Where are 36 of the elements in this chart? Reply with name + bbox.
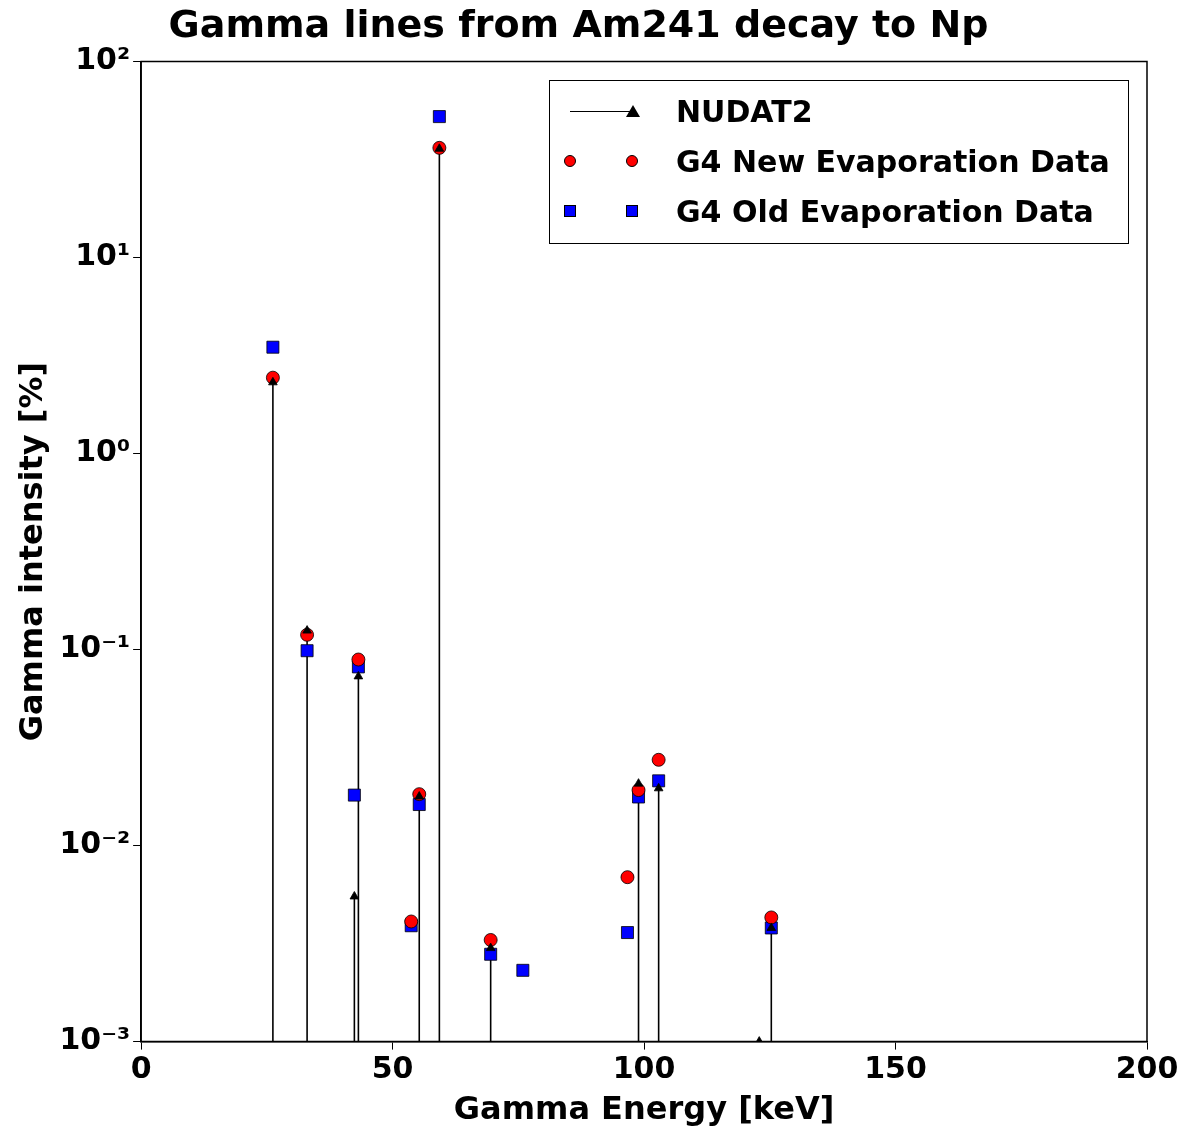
y-tick-label: 10¹ — [75, 237, 131, 273]
y-tick-label: 10⁻² — [59, 825, 131, 861]
x-tick-label: 0 — [130, 1050, 152, 1086]
point — [404, 914, 419, 929]
point — [653, 782, 664, 792]
legend-label: G4 Old Evaporation Data — [676, 194, 1094, 230]
y-tick-label: 10² — [75, 41, 131, 77]
point — [766, 922, 777, 931]
point — [432, 110, 446, 124]
point — [300, 644, 314, 658]
point — [651, 752, 666, 767]
point — [620, 870, 635, 885]
point — [483, 933, 498, 947]
point — [633, 778, 644, 787]
point — [652, 774, 666, 788]
point — [266, 340, 280, 354]
x-axis-title: Gamma Energy [keV] — [453, 1089, 835, 1128]
chart-title: Gamma lines from Am241 decay to Np — [168, 1, 989, 46]
x-tick-label: 50 — [371, 1050, 414, 1086]
point — [485, 942, 496, 951]
y-tick-label: 10⁻³ — [59, 1021, 131, 1057]
point — [302, 625, 312, 634]
point — [516, 963, 530, 977]
y-axis-title: Gamma intensity [%] — [11, 361, 50, 742]
point — [347, 788, 361, 802]
point — [764, 910, 779, 925]
y-tick-label: 10⁻¹ — [59, 629, 131, 665]
point — [621, 926, 634, 939]
x-tick-label: 150 — [864, 1050, 927, 1086]
x-tick-label: 200 — [1115, 1050, 1179, 1086]
y-tick-label: 10⁰ — [75, 433, 131, 469]
legend-label: NUDAT2 — [676, 94, 813, 130]
x-tick-label: 100 — [612, 1050, 676, 1086]
point — [353, 670, 364, 680]
legend-label: G4 New Evaporation Data — [676, 144, 1110, 180]
point — [351, 652, 366, 667]
